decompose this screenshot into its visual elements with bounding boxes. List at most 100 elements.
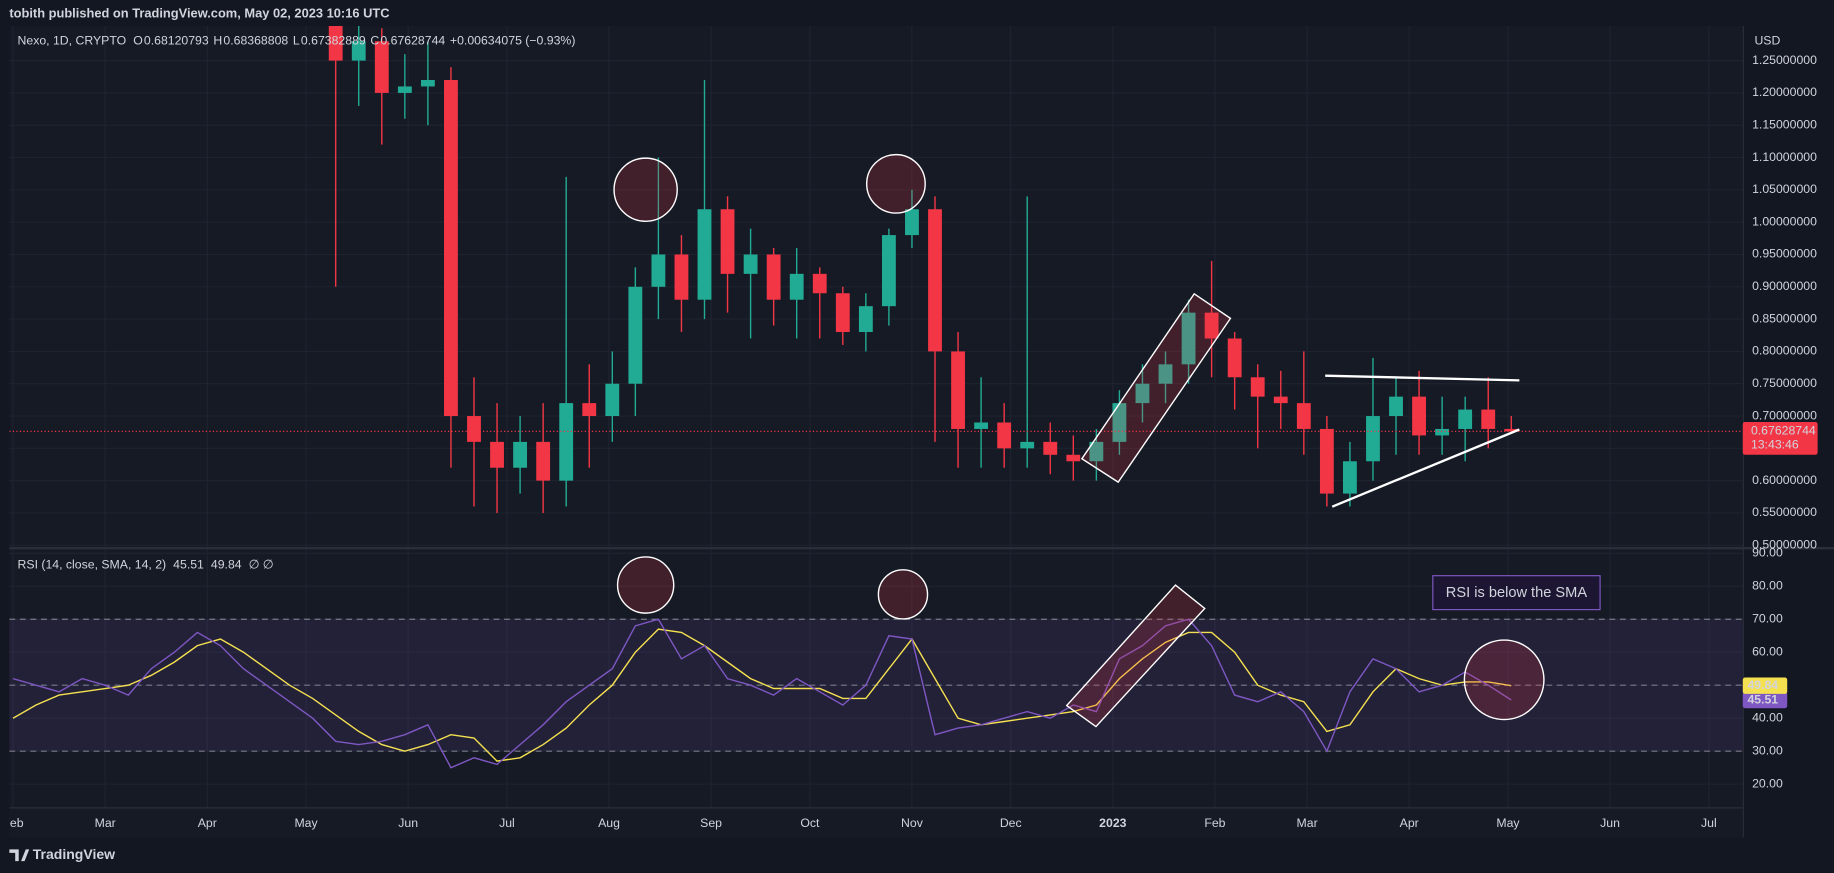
footer (0, 837, 1834, 873)
candle-body (789, 273, 804, 300)
y-tick-label: 0.80000000 (1752, 344, 1817, 358)
candle-body (559, 403, 574, 481)
y-tick-label: 70.00 (1752, 611, 1783, 625)
candle-body (720, 209, 735, 274)
y-tick-label: 20.00 (1752, 776, 1783, 790)
y-tick-label: 1.05000000 (1752, 182, 1817, 196)
value-box (1742, 691, 1788, 709)
y-tick-label: 1.25000000 (1752, 53, 1817, 67)
candle-body (444, 79, 458, 417)
rsi-line (12, 628, 1512, 762)
countdown-label: 13:43:46 (1751, 438, 1799, 452)
last-price-label: 0.67628744 (1751, 424, 1816, 438)
x-tick-label: Oct (800, 816, 820, 830)
candle-body (951, 351, 965, 429)
circle-annotation (613, 157, 678, 222)
candle-body (651, 254, 666, 287)
legend-text: 49.84 (211, 557, 242, 571)
candle-body (1250, 377, 1265, 397)
candle-body (1458, 409, 1473, 429)
candle-body (881, 235, 896, 307)
candle-body (1135, 383, 1150, 404)
candle-body (1435, 428, 1450, 436)
legend-text: ∅ ∅ (249, 557, 274, 571)
legend-text: C (370, 33, 379, 47)
annotations (613, 153, 1545, 728)
legend-text: 0.67628744 (380, 33, 445, 47)
candle-body (467, 416, 481, 442)
legend-text: 0.67382889 (301, 33, 366, 47)
candle-body (1089, 441, 1104, 462)
circle-annotation (616, 556, 675, 614)
value-label: 45.51 (1747, 692, 1778, 706)
candle-body (1043, 441, 1058, 455)
candle-body (351, 41, 366, 61)
x-tick-label: Aug (598, 816, 620, 830)
circle-annotation (866, 153, 926, 214)
candle-body (905, 209, 919, 236)
value-label: 49.84 (1747, 678, 1778, 692)
last-price-box (1742, 421, 1818, 455)
candle-body (1066, 454, 1081, 462)
y-tick-label: 90.00 (1752, 546, 1783, 560)
candle-body (1020, 441, 1035, 449)
y-tick-label: 0.95000000 (1752, 247, 1817, 261)
candle-body (1181, 312, 1196, 365)
x-tick-label: Jun (1600, 816, 1620, 830)
channel-box (1065, 584, 1206, 728)
candle-body (743, 254, 758, 274)
publisher-line: tobith published on TradingView.com, May… (9, 6, 389, 21)
y-tick-label: 0.50000000 (1752, 538, 1817, 552)
legend-text: 0.68120793 (144, 33, 209, 47)
x-tick-label: Apr (198, 816, 217, 830)
rsi-line (12, 618, 1512, 769)
candle-body (997, 422, 1012, 449)
candle-body (397, 86, 412, 93)
circle-annotation (877, 569, 929, 620)
candle-body (1273, 396, 1288, 404)
candle-body (420, 79, 435, 87)
y-tick-label: 1.20000000 (1752, 85, 1817, 99)
candle-body (674, 254, 689, 300)
candle-body (1412, 396, 1426, 436)
candle-body (513, 441, 528, 468)
x-tick-label: Dec (1000, 816, 1022, 830)
y-tick-label: 0.90000000 (1752, 279, 1817, 293)
candle-body (835, 293, 850, 333)
y-tick-label: 0.55000000 (1752, 505, 1817, 519)
legend-text: +0.00634075 (−0.93%) (450, 33, 575, 47)
candle-body (374, 41, 389, 93)
candle-body (1112, 403, 1127, 442)
candle-body (1319, 428, 1334, 494)
y-tick-label: 1.10000000 (1752, 150, 1817, 164)
time-axis: Feb Mar Apr May Jun Jul Aug Sep Oct Nov Dec 2023 Feb… (9, 816, 1717, 830)
legend-text: O (133, 33, 143, 47)
y-tick-label: 0.85000000 (1752, 311, 1817, 325)
candle-body (928, 209, 942, 352)
circle-annotation (1463, 639, 1545, 721)
x-tick-label: Jul (1701, 816, 1717, 830)
x-tick-label: Nov (901, 816, 924, 830)
candle-body (1158, 364, 1173, 384)
resistance-line (1325, 374, 1520, 382)
y-tick-label: 60.00 (1752, 644, 1783, 658)
x-tick-label: Mar (1297, 816, 1318, 830)
candle-body (1227, 338, 1242, 378)
y-tick-label: 30.00 (1752, 743, 1783, 757)
candle-body (1343, 461, 1357, 494)
legend-text: RSI (14, close, SMA, 14, 2) (18, 557, 167, 571)
candle-body (766, 254, 781, 300)
y-tick-label: 1.00000000 (1752, 214, 1817, 228)
price-pane (9, 25, 1743, 513)
x-tick-label: Sep (700, 816, 722, 830)
candle-body (605, 383, 620, 417)
y-tick-label: 0.60000000 (1752, 473, 1817, 487)
legend-text: 45.51 (173, 557, 204, 571)
support-line (1331, 428, 1520, 508)
currency-label: USD (1754, 33, 1780, 47)
candle-body (1204, 312, 1219, 339)
candle-body (1296, 403, 1311, 429)
y-tick-label: 1.15000000 (1752, 117, 1817, 131)
legend-text: L (293, 33, 300, 47)
